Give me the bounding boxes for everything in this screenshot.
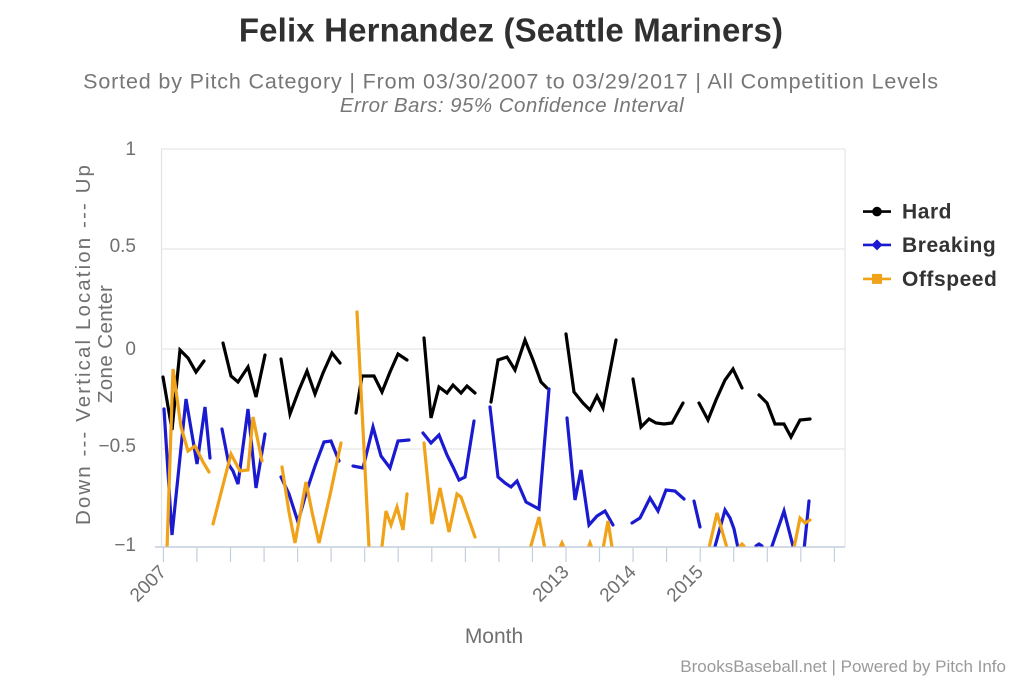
svg-text:Error Bars: 95% Confidence Int: Error Bars: 95% Confidence Interval xyxy=(340,94,685,117)
svg-text:Sorted by Pitch Category | Fro: Sorted by Pitch Category | From 03/30/20… xyxy=(83,70,939,94)
svg-text:BrooksBaseball.net | Powered b: BrooksBaseball.net | Powered by Pitch In… xyxy=(680,657,1006,676)
svg-text:Month: Month xyxy=(465,625,523,648)
svg-text:0.5: 0.5 xyxy=(110,236,136,257)
svg-text:Felix Hernandez (Seattle Marin: Felix Hernandez (Seattle Mariners) xyxy=(239,12,783,49)
svg-text:0: 0 xyxy=(125,339,136,360)
svg-text:Down --- Vertical Location ---: Down --- Vertical Location --- Up xyxy=(72,163,95,525)
svg-text:Zone Center: Zone Center xyxy=(94,285,117,403)
svg-text:−1: −1 xyxy=(114,535,136,556)
svg-text:Offspeed: Offspeed xyxy=(902,268,997,291)
svg-text:Breaking: Breaking xyxy=(902,234,996,257)
svg-text:−0.5: −0.5 xyxy=(98,436,136,457)
svg-text:1: 1 xyxy=(125,139,136,160)
svg-text:Hard: Hard xyxy=(902,201,952,224)
